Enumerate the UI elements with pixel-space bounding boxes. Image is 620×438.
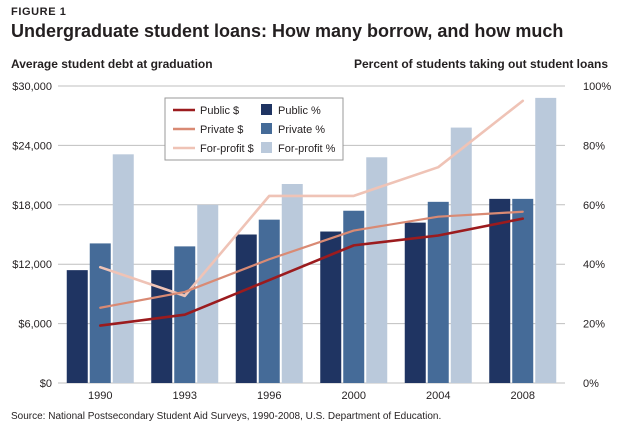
- legend-label: Private $: [200, 124, 243, 136]
- right-tick-label: 20%: [583, 319, 605, 331]
- x-tick-label: 1993: [173, 390, 197, 402]
- line-forprofit-dollar: [98, 99, 525, 298]
- bar-public-pct: [151, 270, 173, 383]
- bar-public-pct: [404, 222, 426, 383]
- bar-forprofit-pct: [112, 154, 134, 383]
- right-tick-label: 40%: [583, 259, 605, 271]
- left-tick-label: $30,000: [12, 81, 52, 93]
- bar-public-pct: [320, 231, 342, 383]
- bar-forprofit-pct: [450, 127, 472, 383]
- legend-swatch-box: [261, 104, 272, 115]
- x-tick-label: 2004: [426, 390, 450, 402]
- legend-swatch-box: [261, 142, 272, 153]
- x-tick-label: 1996: [257, 390, 281, 402]
- right-tick-label: 100%: [583, 81, 611, 93]
- bar-private-pct: [512, 198, 534, 383]
- left-tick-label: $24,000: [12, 140, 52, 152]
- legend-label: Public $: [200, 105, 239, 117]
- bar-forprofit-pct: [535, 97, 557, 383]
- right-tick-label: 80%: [583, 140, 605, 152]
- left-tick-label: $12,000: [12, 259, 52, 271]
- left-axis-label: Average student debt at graduation: [11, 57, 213, 71]
- bar-private-pct: [89, 243, 111, 383]
- x-tick-label: 2000: [342, 390, 366, 402]
- x-tick-label: 1990: [88, 390, 112, 402]
- chart-title: Undergraduate student loans: How many bo…: [11, 21, 564, 41]
- right-tick-label: 60%: [583, 200, 605, 212]
- line-public-dollar: [98, 217, 525, 327]
- right-axis-label: Percent of students taking out student l…: [353, 57, 608, 71]
- bar-public-pct: [489, 198, 511, 383]
- legend-label: For-profit %: [278, 143, 336, 155]
- bar-public-pct: [235, 234, 257, 383]
- right-tick-label: 0%: [583, 378, 599, 390]
- figure-label: FIGURE 1: [11, 6, 67, 18]
- bar-private-pct: [343, 210, 365, 383]
- source-note: Source: National Postsecondary Student A…: [11, 411, 442, 422]
- bar-forprofit-pct: [281, 184, 303, 383]
- bar-private-pct: [427, 201, 449, 383]
- legend-swatch-box: [261, 123, 272, 134]
- bar-forprofit-pct: [366, 157, 388, 383]
- bar-forprofit-pct: [197, 204, 219, 383]
- legend-label: Public %: [278, 105, 321, 117]
- left-tick-label: $0: [40, 378, 52, 390]
- legend-label: For-profit $: [200, 143, 254, 155]
- legend-label: Private %: [278, 124, 325, 136]
- left-tick-label: $18,000: [12, 200, 52, 212]
- x-tick-label: 2008: [511, 390, 535, 402]
- bar-public-pct: [66, 270, 88, 383]
- bar-private-pct: [258, 219, 280, 383]
- line-private-dollar: [99, 210, 524, 309]
- left-tick-label: $6,000: [18, 319, 52, 331]
